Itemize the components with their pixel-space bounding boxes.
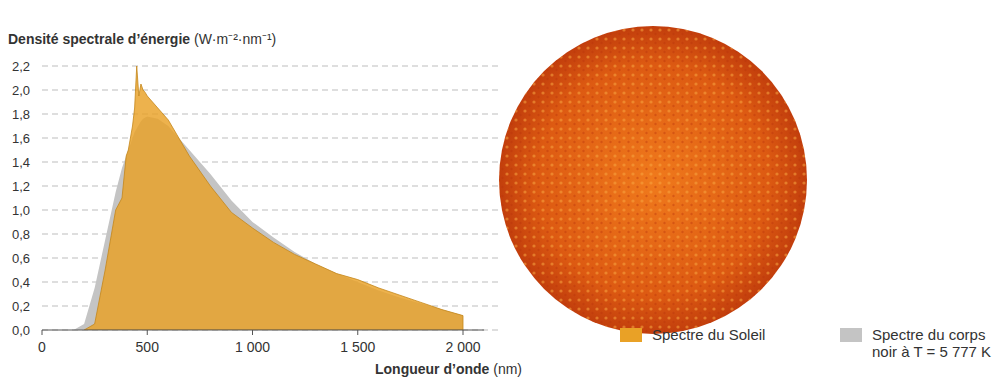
sun-texture xyxy=(499,26,807,334)
y-tick-label: 0,2 xyxy=(12,299,30,314)
grid-line xyxy=(42,138,500,139)
chart-svg: 0,0 0,2 0,4 0,6 0,8 1,0 1,2 1,4 1,6 1,8 2,0 2,2 0 500… xyxy=(0,0,999,379)
y-tick-label: 1,6 xyxy=(12,131,30,146)
x-tick-label: 500 xyxy=(136,339,160,355)
legend-label: Spectre du corps noir à T = 5 777 K xyxy=(872,326,999,360)
x-tick-label: 1 500 xyxy=(340,339,375,355)
grid-line xyxy=(42,210,500,211)
x-tick xyxy=(147,330,148,335)
y-tick-label: 0,8 xyxy=(12,227,30,242)
x-tick-label: 2 000 xyxy=(445,339,480,355)
legend-item: Spectre du corps noir à T = 5 777 K xyxy=(840,326,999,360)
y-tick-label: 2,0 xyxy=(12,83,30,98)
y-tick-label: 1,0 xyxy=(12,203,30,218)
grid-line xyxy=(42,90,500,91)
y-tick-label: 1,2 xyxy=(12,179,30,194)
plot-area xyxy=(74,66,463,330)
grid-line xyxy=(42,330,500,331)
grid-line xyxy=(42,114,500,115)
y-tick-label: 1,4 xyxy=(12,155,30,170)
series-area xyxy=(84,66,463,330)
grid-line xyxy=(42,66,500,67)
legend-label: Spectre du Soleil xyxy=(652,326,765,343)
legend-swatch xyxy=(840,328,862,342)
x-tick-label: 1 000 xyxy=(235,339,270,355)
y-tick-label: 2,2 xyxy=(12,59,30,74)
x-tick xyxy=(357,330,358,335)
y-tick-label: 0,0 xyxy=(12,323,30,338)
x-tick xyxy=(252,330,253,335)
y-tick-label: 1,8 xyxy=(12,107,30,122)
y-tick-label: 0,6 xyxy=(12,251,30,266)
sun-image xyxy=(499,26,807,334)
legend-item: Spectre du Soleil xyxy=(620,326,765,343)
y-axis-label: Densité spectrale d’énergie (W·m⁻²·nm⁻¹) xyxy=(8,31,276,47)
x-tick xyxy=(42,330,43,335)
grid-line xyxy=(42,186,500,187)
y-tick-label: 0,4 xyxy=(12,275,30,290)
x-tick xyxy=(463,330,464,335)
grid-line xyxy=(42,162,500,163)
x-axis-label: Longueur d’onde (nm) xyxy=(375,361,522,377)
legend-swatch xyxy=(620,328,642,342)
x-axis xyxy=(42,330,484,331)
page: 0,0 0,2 0,4 0,6 0,8 1,0 1,2 1,4 1,6 1,8 2,0 2,2 0 500… xyxy=(0,0,999,379)
x-tick-label: 0 xyxy=(38,339,46,355)
